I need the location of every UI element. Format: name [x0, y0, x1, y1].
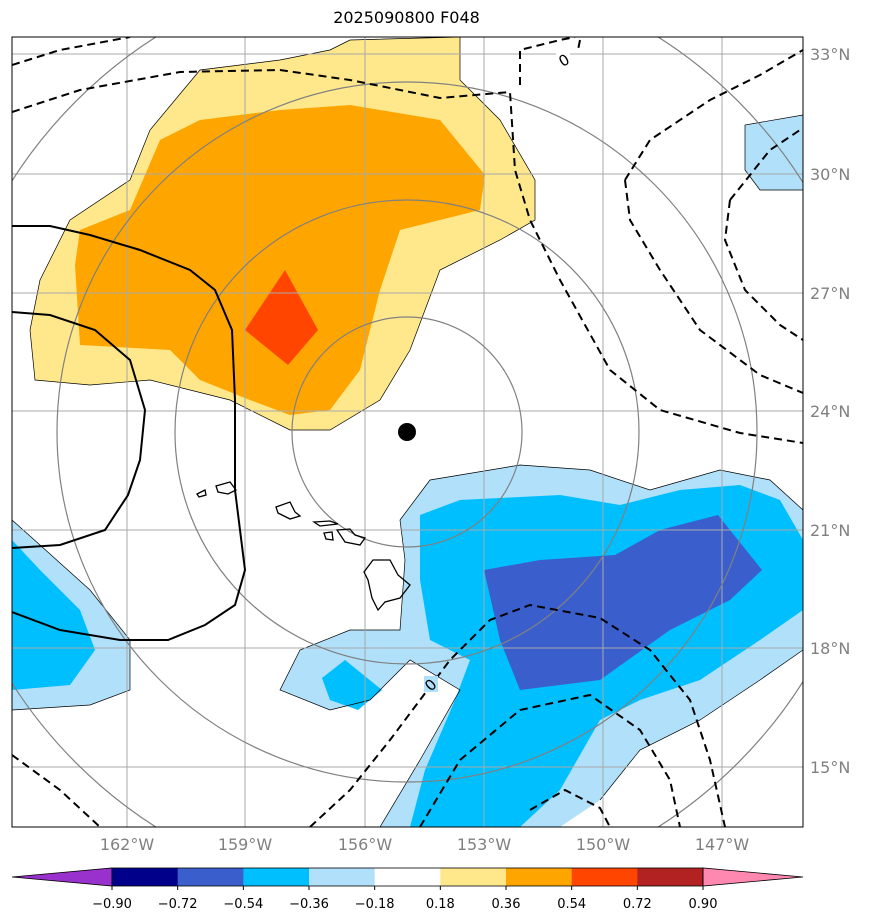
lon-label: 150°W	[576, 835, 631, 854]
plot-title: 2025090800 F048	[333, 8, 480, 27]
colorbar-tick-label: −0.54	[223, 897, 263, 912]
colorbar-tick-label: 0.36	[492, 897, 521, 912]
colorbar	[11, 867, 804, 887]
colorbar-segment	[309, 868, 376, 886]
lon-label: 156°W	[338, 835, 393, 854]
lon-label: 147°W	[695, 835, 750, 854]
graticule	[12, 37, 803, 827]
lat-label: 24°N	[810, 402, 850, 421]
lon-label: 162°W	[100, 835, 155, 854]
colorbar-segment	[506, 868, 573, 886]
colorbar-tick-labels: −0.90 −0.72 −0.54 −0.36 −0.18 0.18 0.36 0.54 0.7…	[92, 886, 717, 912]
colorbar-tick-label: 0.90	[689, 897, 718, 912]
colorbar-extend-max	[702, 867, 804, 887]
lat-label: 30°N	[810, 165, 850, 184]
lon-label: 159°W	[218, 835, 273, 854]
solid-contours	[12, 225, 247, 641]
colorbar-tick-label: −0.72	[158, 897, 198, 912]
colorbar-tick-label: −0.18	[355, 897, 395, 912]
negative-anomaly-region	[12, 115, 803, 827]
colorbar-segment	[243, 868, 310, 886]
latitude-axis: 33°N 30°N 27°N 24°N 21°N 18°N 15°N	[810, 45, 850, 777]
colorbar-segment	[374, 868, 441, 886]
colorbar-segment	[112, 868, 179, 886]
colorbar-extend-min	[11, 867, 113, 887]
lon-label: 153°W	[457, 835, 512, 854]
map-plot-area: 0 0	[12, 37, 803, 827]
colorbar-tick-label: −0.90	[92, 897, 132, 912]
lat-label: 18°N	[810, 639, 850, 658]
colorbar-segment	[440, 868, 507, 886]
lat-label: 27°N	[810, 284, 850, 303]
lat-label: 15°N	[810, 758, 850, 777]
range-rings	[12, 37, 803, 827]
positive-anomaly-region	[30, 37, 535, 430]
lat-label: 21°N	[810, 521, 850, 540]
hawaiian-islands-coastline	[196, 481, 411, 612]
colorbar-segment	[571, 868, 638, 886]
colorbar-segment	[637, 868, 704, 886]
colorbar-tick-label: 0.72	[623, 897, 652, 912]
dashed-contours	[12, 37, 803, 827]
map-frame	[11, 36, 804, 828]
colorbar-tick-label: 0.18	[426, 897, 455, 912]
lat-label: 33°N	[810, 45, 850, 64]
storm-center-dot-icon	[398, 423, 416, 441]
colorbar-tick-label: −0.36	[289, 897, 329, 912]
colorbar-tick-label: 0.54	[557, 897, 586, 912]
colorbar-border	[111, 867, 704, 887]
contour-label-group: 0 0	[421, 50, 573, 695]
colorbar-segment	[177, 868, 244, 886]
longitude-axis: 162°W 159°W 156°W 153°W 150°W 147°W	[100, 835, 750, 854]
